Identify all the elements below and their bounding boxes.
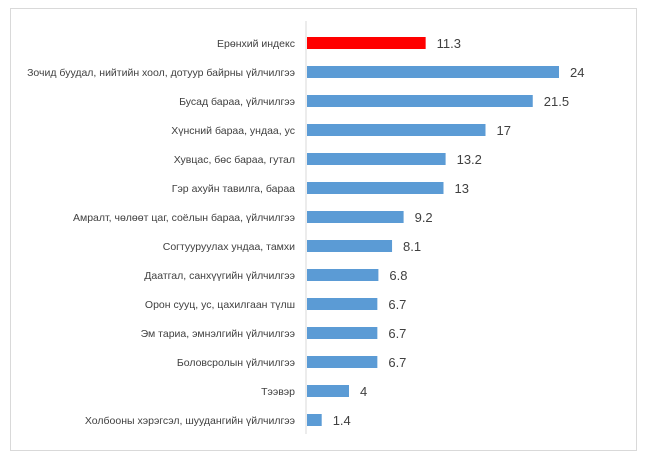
data-label: 17	[497, 123, 511, 138]
category-label: Боловсролын үйлчилгээ	[177, 357, 295, 369]
category-label: Согтууруулах ундаа, тамхи	[163, 241, 295, 253]
data-label: 21.5	[544, 94, 569, 109]
chart-area: Ерөнхий индекс Зочид буудал, нийтийн хоол…	[10, 8, 637, 451]
data-label: 11.3	[437, 36, 461, 51]
category-label: Орон сууц, ус, цахилгаан түлш	[145, 299, 295, 311]
data-label: 6.7	[388, 297, 406, 312]
data-label: 6.7	[388, 355, 406, 370]
category-label: Амралт, чөлөөт цаг, соёлын бараа, үйлчил…	[73, 212, 295, 224]
category-label: Бусад бараа, үйлчилгээ	[179, 96, 295, 108]
category-label: Ерөнхий индекс	[217, 38, 295, 50]
bar-highlight	[307, 37, 426, 49]
category-label: Хувцас, бөс бараа, гутал	[174, 154, 295, 166]
bar	[307, 385, 349, 397]
category-label: Гэр ахуйн тавилга, бараа	[172, 183, 295, 195]
bar	[307, 269, 379, 281]
bar	[307, 356, 378, 368]
data-label: 4	[360, 384, 367, 399]
bar	[307, 124, 486, 136]
bar	[307, 211, 404, 223]
category-label: Зочид буудал, нийтийн хоол, дотуур байрн…	[27, 67, 295, 79]
bar	[307, 414, 322, 426]
data-label: 9.2	[415, 210, 433, 225]
data-label: 6.7	[388, 326, 406, 341]
category-label: Хүнсний бараа, ундаа, ус	[171, 125, 295, 137]
category-label: Эм тариа, эмнэлгийн үйлчилгээ	[141, 328, 295, 340]
data-label: 6.8	[389, 268, 407, 283]
bar	[307, 298, 378, 310]
category-label: Тээвэр	[261, 386, 295, 398]
category-label: Даатгал, санхүүгийн үйлчилгээ	[144, 270, 295, 282]
bar	[307, 182, 444, 194]
category-label: Холбооны хэрэгсэл, шуудангийн үйлчилгээ	[85, 415, 295, 427]
category-labels: Ерөнхий индекс Зочид буудал, нийтийн хоол…	[27, 38, 295, 427]
data-label: 8.1	[403, 239, 421, 254]
data-label: 13.2	[457, 152, 482, 167]
data-label: 13	[455, 181, 469, 196]
bar	[307, 153, 446, 165]
bar	[307, 240, 393, 252]
bar	[307, 95, 533, 107]
bar-chart: Ерөнхий индекс Зочид буудал, нийтийн хоол…	[27, 21, 585, 434]
data-label: 1.4	[333, 413, 351, 428]
bar	[307, 327, 378, 339]
data-label: 24	[570, 65, 584, 80]
bar	[307, 66, 559, 78]
bars	[307, 37, 559, 426]
